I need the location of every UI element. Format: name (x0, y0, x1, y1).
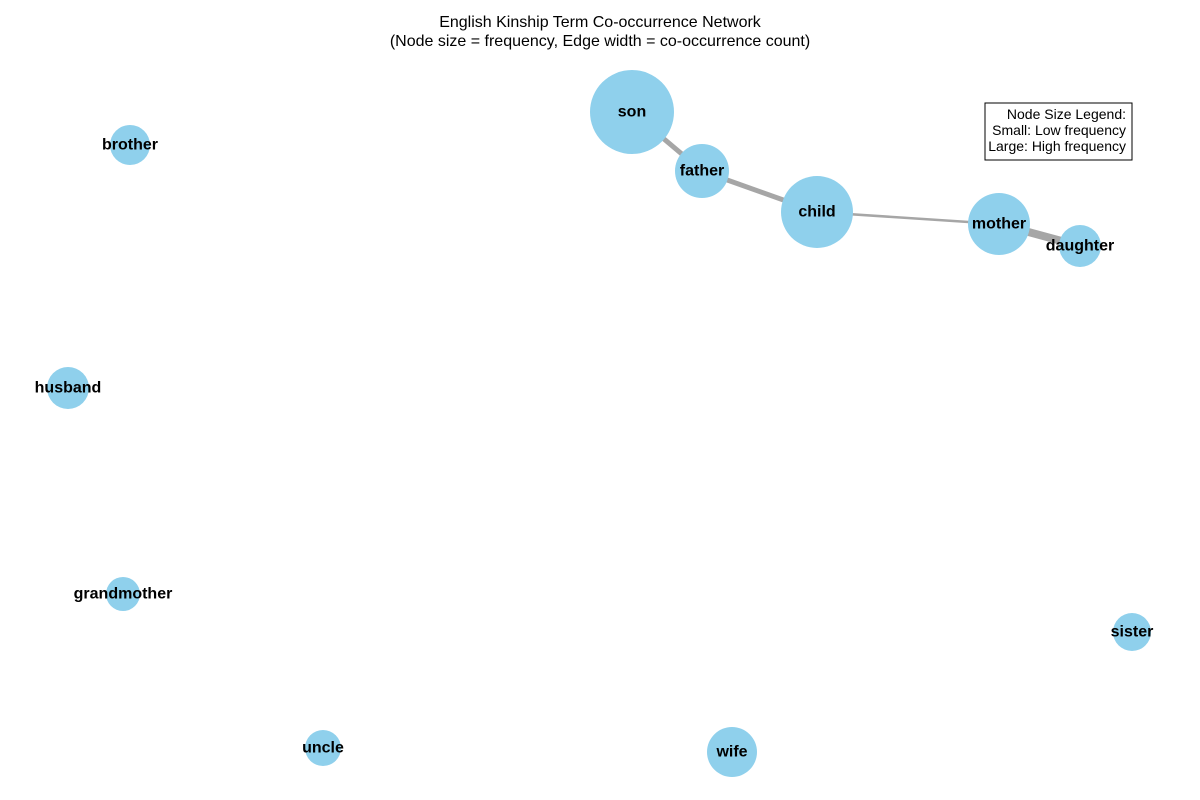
node-daughter (1059, 225, 1101, 267)
node-size-legend: Node Size Legend: Small: Low frequency L… (984, 102, 1133, 161)
node-label-husband: husband (35, 380, 102, 397)
node-label-mother: mother (972, 216, 1026, 233)
node-wife (707, 727, 757, 777)
node-brother (110, 125, 150, 165)
node-father (675, 144, 729, 198)
node-grandmother (106, 577, 140, 611)
node-label-brother: brother (102, 137, 158, 154)
diagram-title-line-2: (Node size = frequency, Edge width = co-… (390, 33, 810, 50)
node-mother (968, 193, 1030, 255)
node-label-daughter: daughter (1046, 238, 1114, 255)
labels-layer: son father child mother daughter brother husba… (35, 104, 1154, 761)
diagram-title-line-1: English Kinship Term Co-occurrence Netwo… (439, 14, 762, 31)
node-sister (1113, 613, 1151, 651)
node-label-uncle: uncle (302, 740, 344, 757)
node-label-grandmother: grandmother (74, 586, 173, 603)
node-label-wife: wife (715, 744, 747, 761)
legend-heading: Node Size Legend: (1007, 106, 1126, 122)
node-son (590, 70, 674, 154)
node-husband (47, 367, 89, 409)
legend-large: Large: High frequency (988, 138, 1126, 154)
legend-box (984, 102, 1133, 161)
nodes-layer (47, 70, 1151, 777)
node-label-father: father (680, 163, 724, 180)
node-child (781, 176, 853, 248)
node-label-son: son (618, 104, 646, 121)
node-label-child: child (798, 204, 835, 221)
node-uncle (305, 730, 341, 766)
node-label-sister: sister (1111, 624, 1154, 641)
legend-small: Small: Low frequency (992, 122, 1126, 138)
